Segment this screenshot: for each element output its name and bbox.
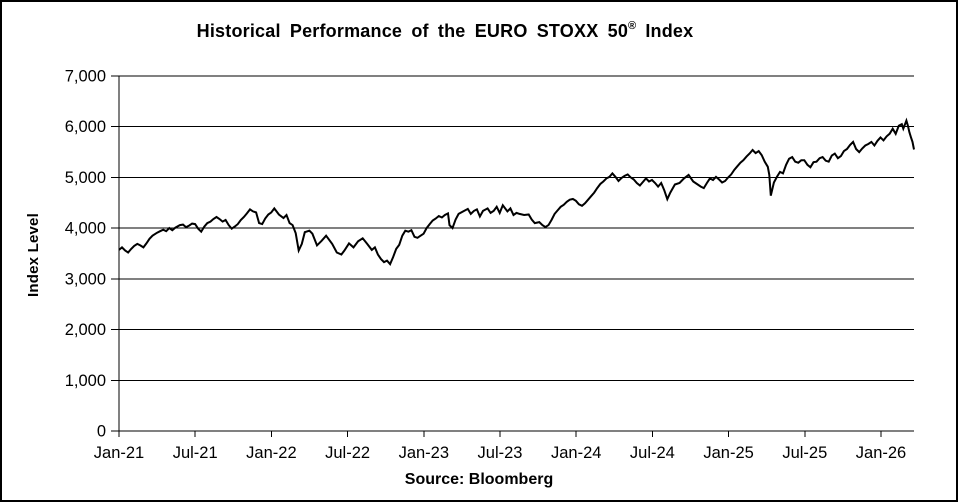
chart-title-suffix: Index: [636, 21, 694, 41]
chart-title: Historical Performance of the EURO STOXX…: [2, 20, 888, 42]
y-tick-label: 5,000: [65, 169, 106, 187]
y-tick-label: 0: [97, 423, 106, 441]
source-caption: Source: Bloomberg: [404, 471, 554, 488]
x-tick-label: Jan-24: [551, 444, 601, 462]
registered-trademark-symbol: ®: [628, 20, 637, 32]
x-tick-label: Jul-24: [630, 444, 675, 462]
x-tick-label: Jan-26: [856, 444, 906, 462]
index-level-line: [118, 117, 915, 266]
y-tick-label: 2,000: [65, 321, 106, 339]
y-tick-label: 7,000: [65, 68, 106, 86]
x-tick-label: Jul-23: [478, 444, 523, 462]
x-tick-label: Jul-22: [325, 444, 370, 462]
x-tick-label: Jul-21: [173, 444, 218, 462]
y-tick-label: 3,000: [65, 270, 106, 288]
x-tick-label: Jan-23: [399, 444, 449, 462]
x-tick-label: Jan-21: [94, 444, 144, 462]
x-tick-label: Jul-25: [782, 444, 827, 462]
x-tick-label: Jan-25: [703, 444, 753, 462]
y-tick-label: 1,000: [65, 372, 106, 390]
y-tick-label: 4,000: [65, 220, 106, 238]
chart-title-text: Historical Performance of the EURO STOXX…: [196, 21, 629, 41]
y-tick-label: 6,000: [65, 118, 106, 136]
x-tick-label: Jan-22: [246, 444, 296, 462]
